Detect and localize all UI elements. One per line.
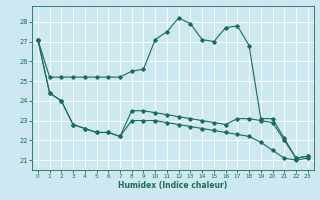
X-axis label: Humidex (Indice chaleur): Humidex (Indice chaleur) bbox=[118, 181, 228, 190]
